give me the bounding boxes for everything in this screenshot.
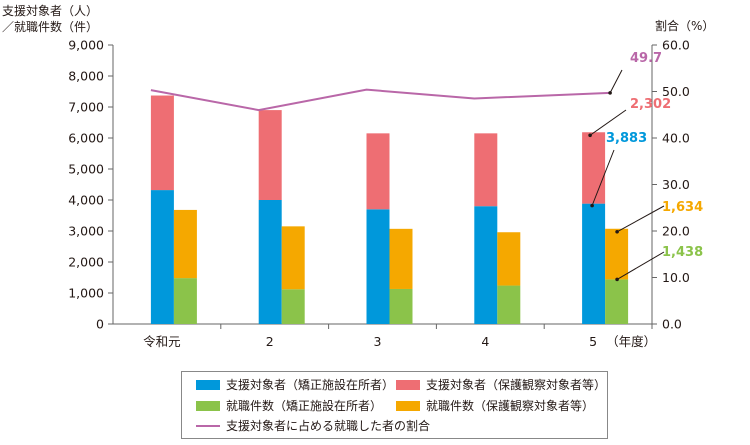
right-tick-label: 30.0 — [662, 177, 690, 192]
annotation-dot — [588, 133, 592, 138]
annotation-dot — [590, 203, 594, 208]
legend-label-red: 支援対象者（保護観察対象者等） — [426, 378, 607, 392]
left-tick-label: 6,000 — [68, 131, 104, 146]
bar-segment — [281, 289, 305, 324]
left-tick-label: 1,000 — [68, 286, 104, 301]
bar-segment — [474, 206, 498, 324]
right-tick-label: 20.0 — [662, 224, 690, 239]
annotation-leader — [616, 205, 665, 233]
category-label: 4 — [481, 334, 489, 349]
left-tick-label: 3,000 — [68, 224, 104, 239]
legend-swatch-green — [196, 401, 220, 411]
bar-segment — [497, 285, 521, 324]
left-tick-label: 8,000 — [68, 69, 104, 84]
ratio-polyline — [150, 88, 611, 112]
right-tick-label: 10.0 — [662, 270, 690, 285]
bar-segment — [173, 278, 197, 324]
left-tick-label: 4,000 — [68, 193, 104, 208]
category-label: 3 — [374, 334, 382, 349]
left-axis-title-1: 支援対象者（人） — [2, 4, 98, 18]
annotation-leader — [589, 109, 627, 136]
legend-swatch-red — [396, 380, 420, 390]
category-label: 2 — [266, 334, 274, 349]
annotation-leader — [616, 251, 665, 280]
annotation-dot — [608, 91, 612, 95]
left-tick-label: 5,000 — [68, 162, 104, 177]
annotation-label: 49.7 — [630, 51, 662, 66]
right-tick-label: 60.0 — [662, 38, 690, 53]
bar-segment — [258, 200, 282, 324]
bar-segment — [366, 133, 390, 210]
legend-label-line: 支援対象者に占める就職した者の割合 — [226, 419, 431, 433]
bar-segment — [150, 190, 174, 324]
left-tick-label: 0 — [96, 317, 104, 332]
category-label: 5 — [589, 334, 597, 349]
annotation-dot — [615, 277, 619, 282]
bar-segment — [389, 288, 413, 324]
axes: 0 1,000 2,000 3,000 4,000 5,000 6,000 7,000 8,00… — [2, 4, 714, 349]
annotation-label: 1,634 — [662, 200, 703, 215]
annotation-leader — [609, 69, 623, 94]
bar-segment — [281, 226, 305, 290]
annotation-dot — [615, 229, 619, 234]
bar-segment — [258, 110, 282, 200]
right-tick-label: 40.0 — [662, 131, 690, 146]
legend-swatch-line — [196, 425, 220, 427]
bar-segment — [150, 95, 174, 191]
bar-segment — [366, 209, 390, 324]
bar-segment — [497, 232, 521, 286]
left-tick-label: 9,000 — [68, 38, 104, 53]
legend-label-green: 就職件数（矯正施設在所者） — [226, 399, 383, 413]
bar-segment — [389, 228, 413, 289]
left-tick-label: 7,000 — [68, 100, 104, 115]
legend-label-blue: 支援対象者（矯正施設在所者） — [226, 378, 395, 392]
right-tick-label: 50.0 — [662, 84, 690, 99]
bar-segment — [605, 279, 629, 324]
right-axis-title: 割合（%） — [655, 18, 714, 33]
annotation-label: 1,438 — [662, 245, 703, 260]
annotation-label: 2,302 — [630, 97, 671, 112]
annotation-leader — [591, 149, 615, 206]
annotations: 49.7 2,302 3,883 1,634 1,438 — [588, 51, 703, 282]
ratio-line — [150, 88, 611, 112]
bars — [150, 95, 629, 324]
bar-segment — [582, 203, 606, 324]
legend-swatch-blue — [196, 380, 220, 390]
category-label: 令和元 — [143, 334, 181, 349]
x-unit-label: （年度） — [606, 334, 656, 349]
left-tick-label: 2,000 — [68, 255, 104, 270]
left-axis-title-2: ／就職件数（件） — [2, 19, 98, 34]
bar-segment — [173, 209, 197, 279]
bar-segment — [605, 228, 629, 280]
legend-label-orange: 就職件数（保護観察対象者等） — [426, 399, 595, 413]
right-tick-label: 0.0 — [662, 317, 682, 332]
bar-segment — [582, 132, 606, 204]
legend: 支援対象者（矯正施設在所者） 支援対象者（保護観察対象者等） 就職件数（矯正施設… — [181, 371, 608, 439]
annotation-label: 3,883 — [606, 131, 647, 146]
bar-segment — [474, 133, 498, 207]
legend-swatch-orange — [396, 401, 420, 411]
